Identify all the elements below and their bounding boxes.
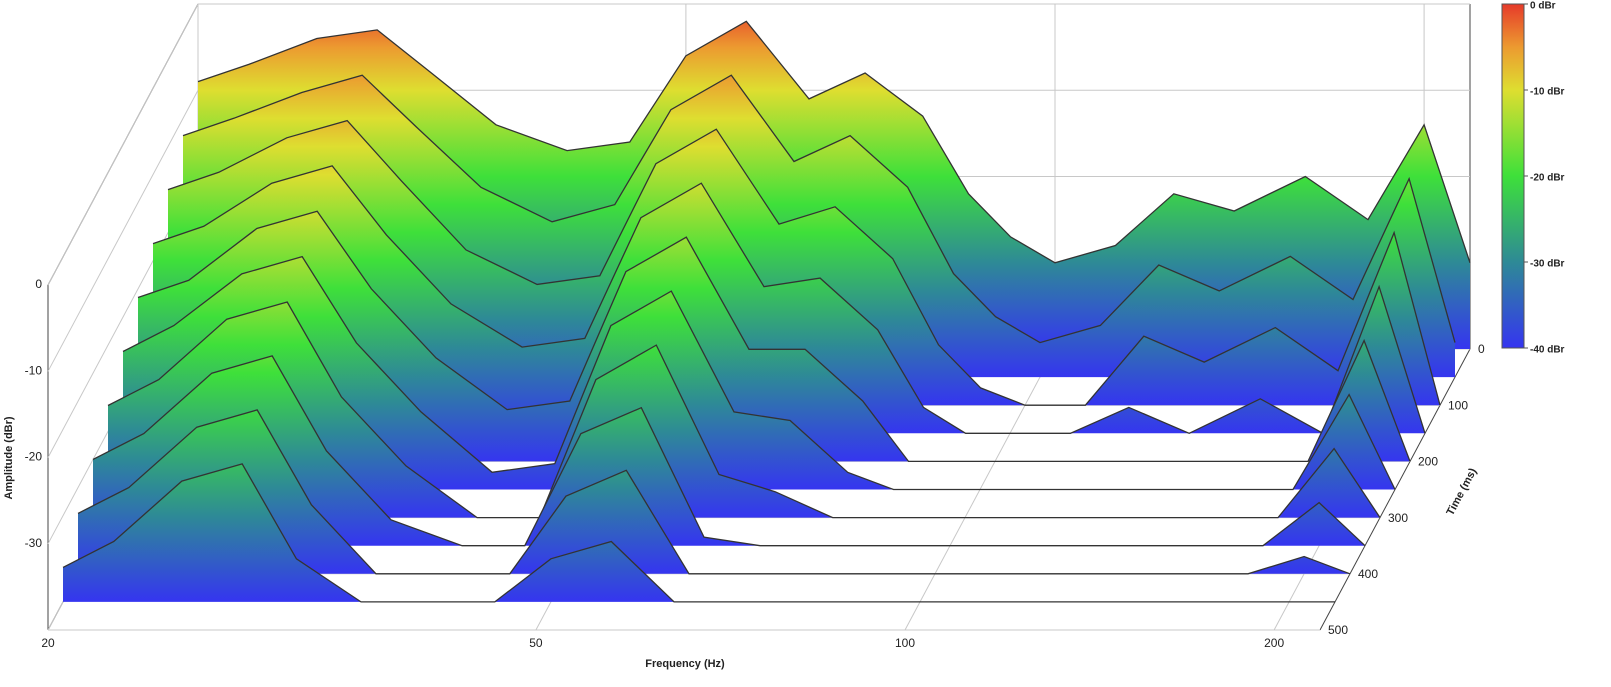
slice-area — [138, 211, 1410, 462]
x-tick-label: 20 — [41, 636, 55, 650]
slice-line — [197, 20, 1471, 264]
x-tick-label: 200 — [1264, 636, 1284, 650]
slice-line — [137, 210, 1411, 463]
t-tick-label: 400 — [1358, 567, 1378, 581]
plot — [62, 20, 1471, 603]
t-tick-label: 0 — [1478, 342, 1485, 356]
t-tick-label: 200 — [1418, 455, 1438, 469]
colorbar-label: -10 dBr — [1530, 87, 1565, 98]
slice-area — [123, 256, 1395, 490]
slice-line — [77, 409, 1351, 575]
colorbar-label: -20 dBr — [1530, 173, 1565, 184]
x-tick-label: 100 — [895, 636, 915, 650]
colorbar-label: -40 dBr — [1530, 345, 1565, 356]
y-tick-label: -10 — [25, 363, 43, 377]
slice-line — [167, 119, 1441, 406]
slice-line — [152, 165, 1426, 435]
colorbar-label: 0 dBr — [1530, 1, 1556, 12]
x-tick-label: 50 — [529, 636, 543, 650]
colorbar — [1501, 3, 1525, 349]
t-tick-label: 500 — [1328, 623, 1348, 637]
slice-line — [92, 355, 1366, 547]
y-tick-label: -30 — [25, 536, 43, 550]
y-tick-label: -20 — [25, 450, 43, 464]
slice-line — [182, 74, 1456, 344]
slice-line — [122, 255, 1396, 491]
t-tick-label: 300 — [1388, 511, 1408, 525]
y-grid-line — [47, 3, 1470, 286]
t-axis-title: Time (ms) — [1444, 466, 1479, 518]
slice-area — [63, 463, 1335, 602]
y-tick-label: 0 — [35, 277, 42, 291]
t-tick-label: 100 — [1448, 398, 1468, 412]
y-axis-title: Amplitude (dBr) — [3, 416, 15, 499]
slice-line — [62, 463, 1335, 603]
colorbar-label: -30 dBr — [1530, 259, 1565, 270]
slice-area — [153, 165, 1425, 434]
x-axis-title: Frequency (Hz) — [645, 658, 725, 670]
slice-line — [107, 301, 1381, 519]
